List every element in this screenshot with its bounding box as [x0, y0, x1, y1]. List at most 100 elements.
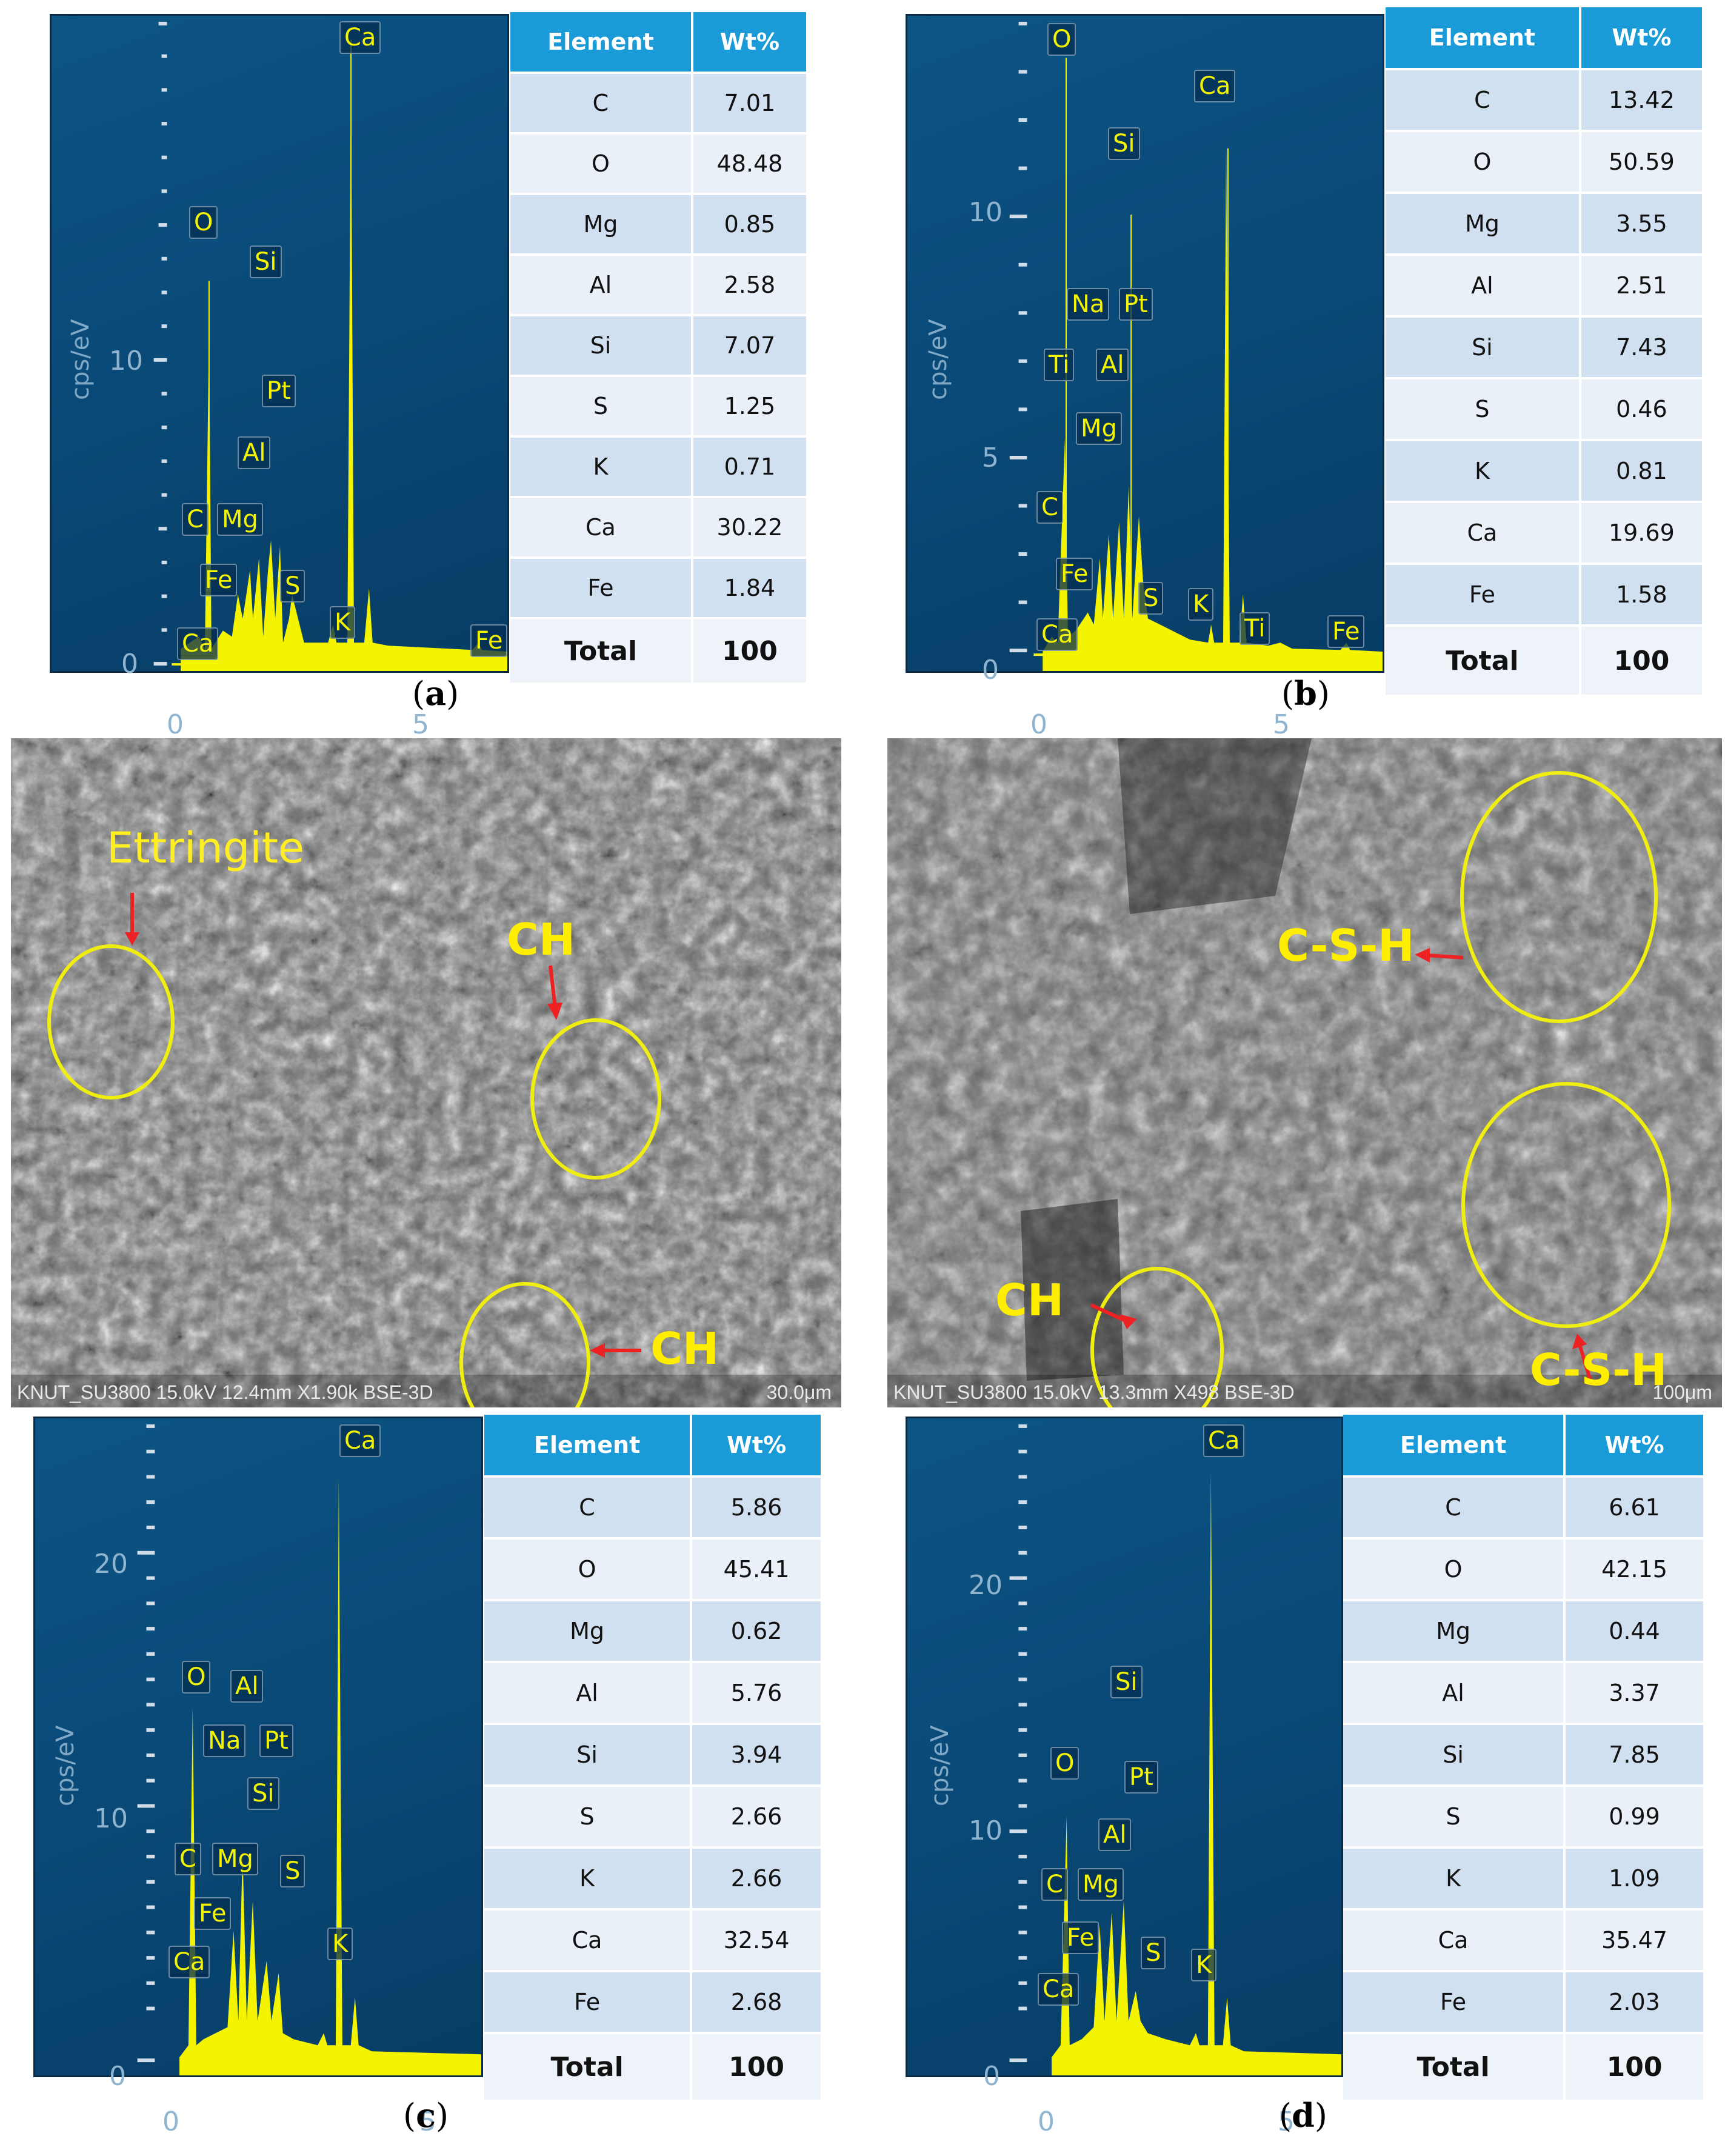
- cell-total-value: 100: [693, 619, 806, 683]
- csh-circle-2: [1461, 1082, 1671, 1328]
- cell-wt: 0.71: [693, 438, 806, 496]
- cell-wt: 3.37: [1566, 1663, 1703, 1723]
- peak-label-c: C: [175, 1843, 201, 1875]
- cell-wt: 7.07: [693, 316, 806, 375]
- cell-element: Al: [484, 1663, 690, 1723]
- y-axis-label-b: cps/eV: [924, 319, 952, 400]
- peak-label-ca: Ca: [1194, 70, 1236, 102]
- header-wt: Wt%: [1566, 1415, 1703, 1475]
- peak-label-mg: Mg: [1076, 412, 1122, 445]
- cell-wt: 2.68: [692, 1972, 821, 2032]
- cell-element: Ca: [484, 1911, 690, 1970]
- annotation-ch-1: CH: [507, 914, 576, 965]
- cell-element: Mg: [1386, 194, 1579, 253]
- peak-label-al: Al: [238, 436, 271, 469]
- peak-label-ca-l: Ca: [1036, 618, 1078, 651]
- cell-wt: 50.59: [1581, 132, 1702, 192]
- cell-element: S: [484, 1787, 690, 1846]
- peak-label-pt: Pt: [262, 375, 296, 407]
- y-tick-20-d: 20: [969, 1570, 1003, 1601]
- caption-c: (c): [403, 2096, 449, 2135]
- header-wt: Wt%: [692, 1415, 821, 1475]
- sem-image-right: C-S-H CH C-S-H KNUT_SU3800 15.0kV 13.3mm…: [887, 738, 1722, 1407]
- peak-label-s: S: [1141, 1937, 1166, 1969]
- header-element: Element: [1343, 1415, 1564, 1475]
- header-wt: Wt%: [693, 12, 806, 72]
- peak-label-s: S: [280, 570, 305, 602]
- cell-total-value: 100: [1566, 2034, 1703, 2100]
- peak-label-s: S: [1138, 582, 1164, 615]
- y-tick-20-c: 20: [94, 1549, 128, 1580]
- cell-element: Al: [1386, 256, 1579, 315]
- cell-wt: 1.25: [693, 377, 806, 435]
- cell-element: O: [1343, 1540, 1564, 1599]
- cell-total-label: Total: [1343, 2034, 1564, 2100]
- cell-total-label: Total: [510, 619, 691, 683]
- cell-element: Mg: [1343, 1601, 1564, 1661]
- peak-label-pt: Pt: [1124, 1761, 1158, 1794]
- cell-wt: 7.01: [693, 74, 806, 132]
- cell-total-value: 100: [1581, 627, 1702, 695]
- peak-label-c: C: [182, 503, 209, 536]
- cell-wt: 30.22: [693, 498, 806, 556]
- y-tick-0-a: 0: [121, 649, 138, 679]
- cell-element: Al: [1343, 1663, 1564, 1723]
- cell-wt: 6.61: [1566, 1478, 1703, 1537]
- peak-label-si: Si: [250, 245, 282, 278]
- cell-element: Fe: [484, 1972, 690, 2032]
- header-wt: Wt%: [1581, 7, 1702, 68]
- peak-label-fe: Fe: [1056, 558, 1093, 590]
- peak-label-fe: Fe: [200, 564, 238, 596]
- cell-wt: 7.85: [1566, 1725, 1703, 1784]
- x-tick-5-d: 5: [1278, 2106, 1295, 2137]
- sem-texture-right: [887, 738, 1722, 1407]
- x-tick-0-c: 0: [162, 2106, 179, 2137]
- cell-element: K: [510, 438, 691, 496]
- y-tick-0-c: 0: [109, 2061, 126, 2092]
- sem-info-bar: KNUT_SU3800 15.0kV 12.4mm X1.90k BSE-3D: [17, 1381, 433, 1403]
- peak-label-c: C: [1036, 491, 1063, 524]
- peak-label-mg: Mg: [217, 503, 263, 536]
- eds-spectrum-a: [50, 14, 509, 673]
- y-tick-5-b: 5: [982, 442, 999, 473]
- cell-wt: 2.66: [692, 1787, 821, 1846]
- spectrum-plot-c: [137, 1424, 481, 2075]
- peak-label-ca-l: Ca: [177, 627, 219, 660]
- peak-label-fe-k: Fe: [470, 624, 508, 657]
- cell-wt: 3.94: [692, 1725, 821, 1784]
- cell-wt: 7.43: [1581, 318, 1702, 377]
- peak-label-si: Si: [1110, 1666, 1143, 1698]
- ch-circle-1: [530, 1018, 661, 1180]
- peak-label-mg: Mg: [212, 1843, 258, 1875]
- peak-label-o: O: [1050, 1747, 1079, 1780]
- header-element: Element: [1386, 7, 1579, 68]
- peak-label-pt: Pt: [1119, 288, 1153, 321]
- sem-info-bar: KNUT_SU3800 15.0kV 13.3mm X498 BSE-3D: [893, 1381, 1295, 1403]
- y-tick-10-b: 10: [969, 197, 1003, 228]
- cell-wt: 1.58: [1581, 565, 1702, 624]
- cell-element: S: [510, 377, 691, 435]
- cell-element: O: [484, 1540, 690, 1599]
- x-tick-5-a: 5: [412, 709, 429, 740]
- cell-element: C: [1343, 1478, 1564, 1537]
- peak-label-ca: Ca: [1203, 1424, 1245, 1457]
- ch-circle: [1090, 1267, 1224, 1407]
- cell-element: Si: [1343, 1725, 1564, 1784]
- cell-wt: 19.69: [1581, 503, 1702, 562]
- cell-wt: 0.44: [1566, 1601, 1703, 1661]
- cell-wt: 13.42: [1581, 70, 1702, 130]
- x-tick-0-b: 0: [1030, 709, 1047, 740]
- cell-wt: 42.15: [1566, 1540, 1703, 1599]
- cell-element: Ca: [510, 498, 691, 556]
- composition-table-a: Element Wt% C 7.01 O 48.48 Mg 0.85 Al 2.58 Si…: [508, 10, 809, 685]
- cell-element: S: [1343, 1787, 1564, 1846]
- peak-label-al: Al: [230, 1670, 264, 1703]
- cell-element: Fe: [1343, 1972, 1564, 2032]
- peak-label-s: S: [280, 1855, 305, 1887]
- peak-label-fe: Fe: [194, 1897, 232, 1930]
- y-axis-label-c: cps/eV: [52, 1725, 79, 1806]
- cell-wt: 0.99: [1566, 1787, 1703, 1846]
- peak-label-ca-l: Ca: [1038, 1973, 1079, 2006]
- y-tick-10-d: 10: [969, 1815, 1003, 1846]
- x-tick-5-b: 5: [1273, 709, 1290, 740]
